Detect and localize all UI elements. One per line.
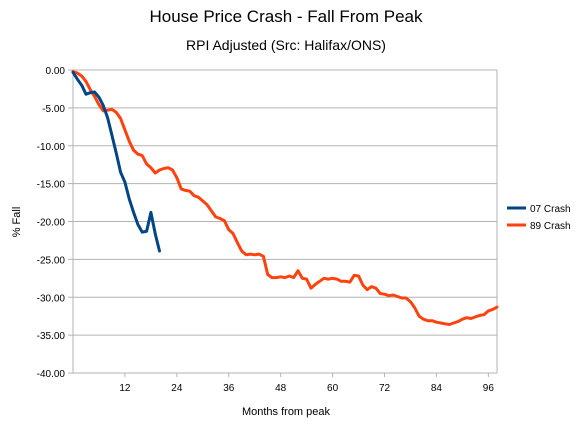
y-axis-label: % Fall [11,207,23,238]
x-axis-label: Months from peak [242,406,331,418]
legend-label: 89 Crash [530,221,571,232]
x-axis-tick-labels: 12 24 36 48 60 72 84 96 [119,383,494,394]
x-tick-label: 48 [275,383,287,394]
y-tick-label: -15.00 [37,180,66,191]
series-lines [71,70,499,326]
series-line-07-crash [71,70,161,253]
chart-subtitle: RPI Adjusted (Src: Halifax/ONS) [186,37,386,53]
y-tick-label: -5.00 [42,104,65,115]
y-tick-label: -40.00 [37,369,66,380]
legend-label: 07 Crash [530,204,571,215]
x-tick-label: 60 [327,383,339,394]
gridlines [68,69,497,377]
x-tick-label: 12 [119,383,131,394]
chart-title: House Price Crash - Fall From Peak [149,7,423,26]
y-tick-label: -35.00 [37,331,66,342]
y-axis-tick-labels: 0.00 -5.00 -10.00 -15.00 -20.00 -25.00 -30.00 -… [37,66,66,380]
legend: 07 Crash 89 Crash [507,204,571,232]
series-line-89-crash [71,70,499,326]
x-tick-label: 24 [171,383,183,394]
y-tick-label: -25.00 [37,255,66,266]
y-tick-label: -20.00 [37,218,66,229]
x-tick-label: 84 [431,383,443,394]
x-tick-label: 72 [379,383,391,394]
y-tick-label: -10.00 [37,142,66,153]
y-tick-label: 0.00 [46,66,66,77]
x-tick-label: 96 [483,383,495,394]
axes [72,70,498,373]
x-tick-label: 36 [223,383,235,394]
y-tick-label: -30.00 [37,293,66,304]
